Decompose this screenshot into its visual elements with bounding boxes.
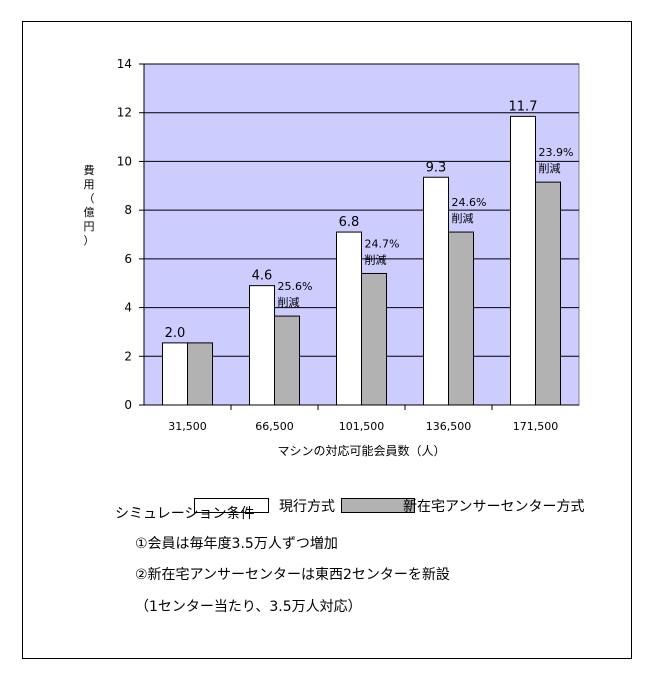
y-tick-label: 12 (117, 106, 132, 120)
bar-chart: 0 2 4 6 8 10 12 14 31,500 2.0 66,500 4.6 25.6% 削減 101,… (84, 57, 580, 458)
reduction-word: 削減 (278, 295, 300, 309)
bar-new (535, 181, 561, 406)
data-label: 6.8 (339, 215, 360, 230)
y-tick-label: 4 (124, 301, 132, 315)
bar-current (162, 342, 188, 406)
reduction-word: 削減 (365, 252, 387, 266)
notes-line-1: ①会員は毎年度3.5万人ずつ増加 (135, 536, 338, 552)
y-tick-label: 6 (124, 252, 132, 266)
legend: 現行方式 新在宅アンサーセンター方式 (23, 498, 631, 518)
bar-new (448, 231, 474, 406)
bar-current (423, 176, 449, 406)
x-tick-label: 66,500 (255, 420, 294, 433)
data-label: 2.0 (165, 326, 186, 341)
y-tick-label: 10 (117, 154, 132, 168)
reduction-percent: 25.6% (278, 280, 313, 293)
data-label: 9.3 (426, 160, 447, 175)
legend-label-current: 現行方式 (279, 499, 335, 515)
reduction-word: 削減 (539, 161, 561, 175)
bar-current (249, 285, 275, 406)
notes-line-2: ②新在宅アンサーセンターは東西2センターを新設 (135, 567, 450, 583)
bar-current (510, 115, 536, 406)
bar-new (361, 272, 387, 406)
x-tick-label: 171,500 (513, 420, 559, 433)
figure-frame: 0 2 4 6 8 10 12 14 31,500 2.0 66,500 4.6 25.6% 削減 101,… (22, 21, 632, 659)
notes-title: シミュレーション条件 (115, 506, 255, 522)
legend-swatch-current (194, 498, 269, 513)
bar-new (187, 342, 213, 406)
reduction-percent: 24.6% (452, 196, 487, 209)
reduction-percent: 24.7% (365, 237, 400, 250)
y-axis-title: 費用（億円） (84, 163, 95, 247)
reduction-percent: 23.9% (539, 146, 574, 159)
x-tick-label: 31,500 (168, 420, 207, 433)
x-tick-label: 101,500 (339, 420, 385, 433)
bar-current (336, 231, 362, 406)
bar-new (274, 315, 300, 406)
x-tick-label: 136,500 (426, 420, 472, 433)
legend-swatch-new (341, 498, 415, 513)
data-label: 4.6 (252, 269, 273, 284)
y-tick-label: 2 (124, 349, 132, 363)
y-tick-label: 8 (124, 203, 132, 217)
y-tick-label: 0 (124, 398, 132, 412)
data-label: 11.7 (509, 99, 538, 114)
y-tick-label: 14 (117, 57, 132, 71)
reduction-word: 削減 (452, 211, 474, 225)
legend-label-new: 新在宅アンサーセンター方式 (403, 499, 585, 515)
x-axis-title: マシンの対応可能会員数（人） (277, 443, 445, 458)
notes-line-3: （1センター当たり、3.5万人対応） (135, 599, 362, 615)
